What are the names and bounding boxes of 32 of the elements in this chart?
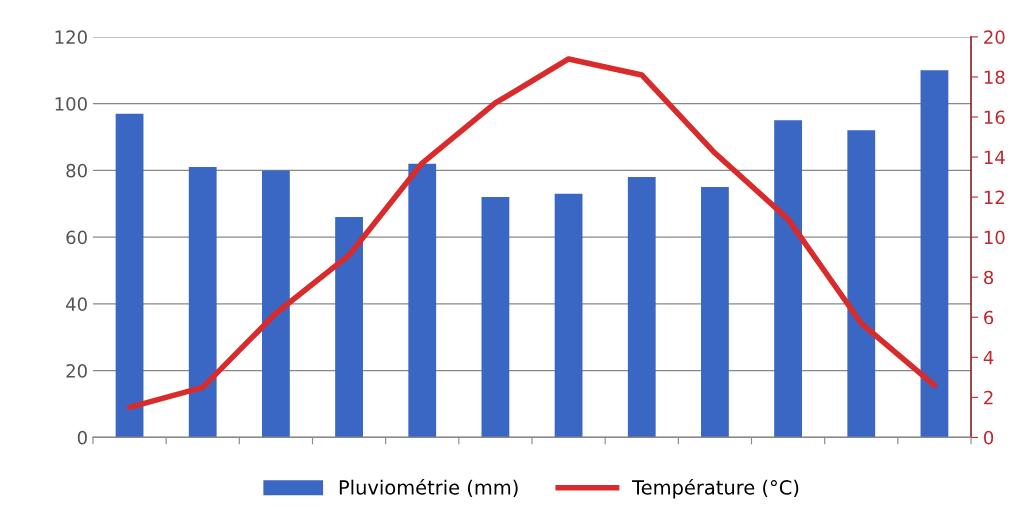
- legend-label: Température (°C): [632, 478, 799, 499]
- y-tick-label: 20: [66, 364, 87, 378]
- y2-tick-label: 10: [984, 230, 1005, 245]
- bar: [701, 187, 729, 438]
- y2-tick-label: 16: [984, 110, 1005, 125]
- bar: [554, 193, 583, 438]
- bar: [335, 217, 363, 438]
- y2-tick-label: 8: [984, 270, 994, 285]
- bar: [627, 177, 656, 438]
- y-tick-label: 120: [55, 30, 87, 45]
- y-tick-label: 0: [77, 430, 87, 445]
- y2-tick-label: 6: [984, 310, 994, 325]
- y-tick-label: 100: [55, 97, 87, 111]
- legend-label: Pluviométrie (mm): [339, 478, 518, 498]
- y2-tick-label: 14: [984, 150, 1005, 164]
- bar: [774, 120, 802, 438]
- y2-tick-label: 2: [984, 390, 993, 405]
- y2-tick-label: 12: [984, 190, 1004, 204]
- y2-tick-label: 18: [984, 70, 1005, 85]
- bar: [261, 170, 290, 438]
- bar: [115, 113, 144, 438]
- bar: [408, 163, 437, 438]
- bar: [481, 197, 510, 438]
- y2-tick-label: 0: [984, 430, 994, 445]
- y2-tick-label: 20: [984, 30, 1005, 45]
- y-tick-label: 80: [66, 163, 87, 178]
- bar: [188, 167, 217, 438]
- y-tick-label: 40: [66, 297, 87, 312]
- y-tick-label: 60: [66, 230, 87, 245]
- y2-tick-label: 4: [983, 351, 994, 365]
- bar: [847, 130, 876, 438]
- bar: [920, 70, 949, 438]
